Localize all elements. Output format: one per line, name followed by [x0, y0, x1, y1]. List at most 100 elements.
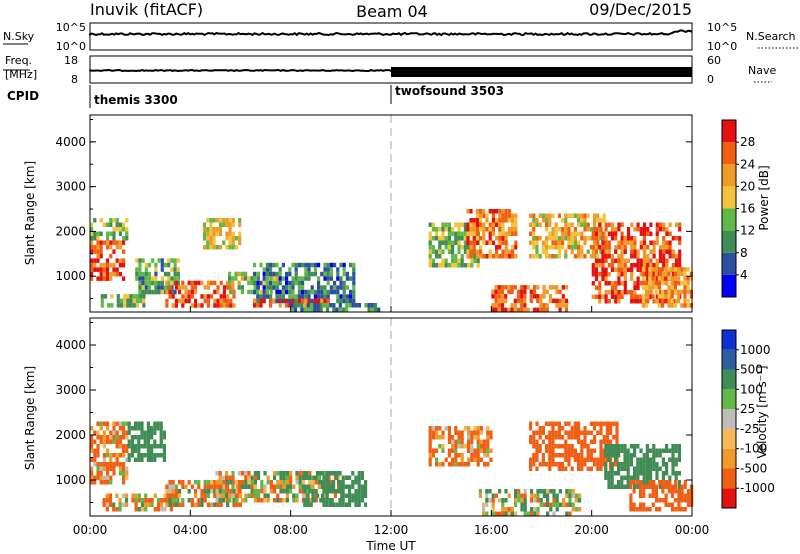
- heatmap-cell: [447, 245, 451, 250]
- heatmap-cell: [294, 298, 298, 304]
- heatmap-cell: [580, 213, 584, 218]
- heatmap-cell: [336, 298, 340, 304]
- heatmap-cell: [598, 281, 602, 286]
- heatmap-cell: [583, 426, 587, 431]
- heatmap-cell: [557, 240, 561, 245]
- heatmap-cell: [564, 439, 568, 444]
- heatmap-cell: [168, 493, 172, 498]
- heatmap-cell: [454, 457, 458, 462]
- heatmap-cell: [535, 236, 539, 241]
- heatmap-cell: [670, 298, 674, 304]
- heatmap-cell: [169, 507, 173, 512]
- heatmap-cell: [163, 271, 168, 277]
- heatmap-cell: [118, 426, 122, 431]
- heatmap-cell: [159, 430, 163, 435]
- heatmap-cell: [295, 471, 299, 476]
- heatmap-cell: [567, 430, 571, 435]
- heatmap-cell: [167, 276, 171, 281]
- heatmap-cell: [307, 267, 311, 272]
- y-tick-label: 3000: [55, 383, 86, 397]
- heatmap-cell: [234, 498, 238, 503]
- heatmap-cell: [565, 502, 569, 507]
- heatmap-cell: [311, 480, 315, 485]
- heatmap-cell: [485, 240, 489, 245]
- heatmap-cell: [671, 236, 675, 241]
- heatmap-cell: [610, 453, 614, 458]
- heatmap-cell: [154, 271, 158, 277]
- heatmap-cell: [554, 421, 558, 426]
- heatmap-cell: [580, 457, 584, 462]
- heatmap-cell: [589, 466, 593, 471]
- heatmap-cell: [125, 236, 129, 241]
- heatmap-cell: [90, 448, 94, 453]
- heatmap-cell: [613, 484, 617, 489]
- heatmap-cell: [332, 303, 336, 308]
- heatmap-cell: [689, 303, 693, 308]
- heatmap-cell: [598, 245, 602, 250]
- heatmap-cell: [447, 439, 451, 444]
- heatmap-cell: [342, 262, 346, 268]
- heatmap-cell: [470, 457, 474, 462]
- heatmap-cell: [349, 262, 353, 268]
- heatmap-cell: [96, 466, 100, 471]
- heatmap-cell: [549, 489, 553, 494]
- heatmap-cell: [301, 262, 305, 268]
- heatmap-cell: [605, 426, 609, 431]
- heatmap-cell: [678, 249, 682, 254]
- heatmap-cell: [447, 462, 451, 467]
- heatmap-cell: [278, 267, 282, 272]
- nsky-trace: [89, 29, 693, 37]
- heatmap-cell: [112, 421, 116, 426]
- heatmap-cell: [491, 498, 495, 503]
- heatmap-cell: [138, 289, 142, 295]
- heatmap-cell: [510, 289, 514, 295]
- heatmap-cell: [454, 263, 458, 268]
- heatmap-cell: [623, 267, 627, 272]
- heatmap-cell: [351, 480, 355, 485]
- heatmap-cell: [614, 281, 618, 286]
- heatmap-cell: [294, 267, 298, 272]
- heatmap-cell: [263, 484, 267, 489]
- heatmap-cell: [444, 240, 448, 245]
- heatmap-cell: [577, 245, 581, 250]
- heatmap-cell: [476, 448, 480, 453]
- heatmap-cell: [326, 298, 330, 304]
- heatmap-cell: [153, 444, 157, 449]
- heatmap-cell: [106, 244, 110, 250]
- heatmap-cell: [153, 493, 157, 498]
- heatmap-cell: [604, 245, 608, 250]
- heatmap-cell: [470, 448, 474, 453]
- heatmap-cell: [460, 236, 464, 241]
- heatmap-cell: [336, 267, 340, 272]
- heatmap-cell: [488, 240, 492, 245]
- heatmap-cell: [171, 493, 175, 498]
- heatmap-cell: [228, 271, 232, 277]
- heatmap-cell: [109, 253, 113, 259]
- heatmap-cell: [546, 511, 550, 516]
- heatmap-cell: [112, 271, 116, 277]
- heatmap-cell: [317, 285, 321, 290]
- heatmap-cell: [514, 502, 518, 507]
- heatmap-cell: [686, 285, 690, 290]
- heatmap-cell: [194, 298, 198, 304]
- heatmap-cell: [171, 294, 175, 299]
- heatmap-cell: [504, 254, 508, 259]
- power-colorbar-label: Power [dB]: [757, 165, 771, 230]
- heatmap-cell: [657, 303, 661, 308]
- heatmap-cell: [610, 254, 615, 259]
- heatmap-cell: [218, 489, 222, 494]
- x-tick-label: 20:00: [574, 523, 609, 537]
- heatmap-cell: [529, 466, 533, 471]
- heatmap-cell: [317, 294, 321, 299]
- heatmap-cell: [494, 289, 498, 295]
- heatmap-cell: [232, 303, 236, 308]
- heatmap-cell: [486, 426, 490, 431]
- colorbar-tick-label: 500: [740, 363, 763, 377]
- heatmap-cell: [476, 439, 480, 444]
- heatmap-cell: [607, 480, 611, 485]
- heatmap-cell: [262, 285, 266, 290]
- heatmap-cell: [523, 298, 527, 304]
- heatmap-cell: [297, 276, 301, 281]
- heatmap-cell: [507, 209, 511, 214]
